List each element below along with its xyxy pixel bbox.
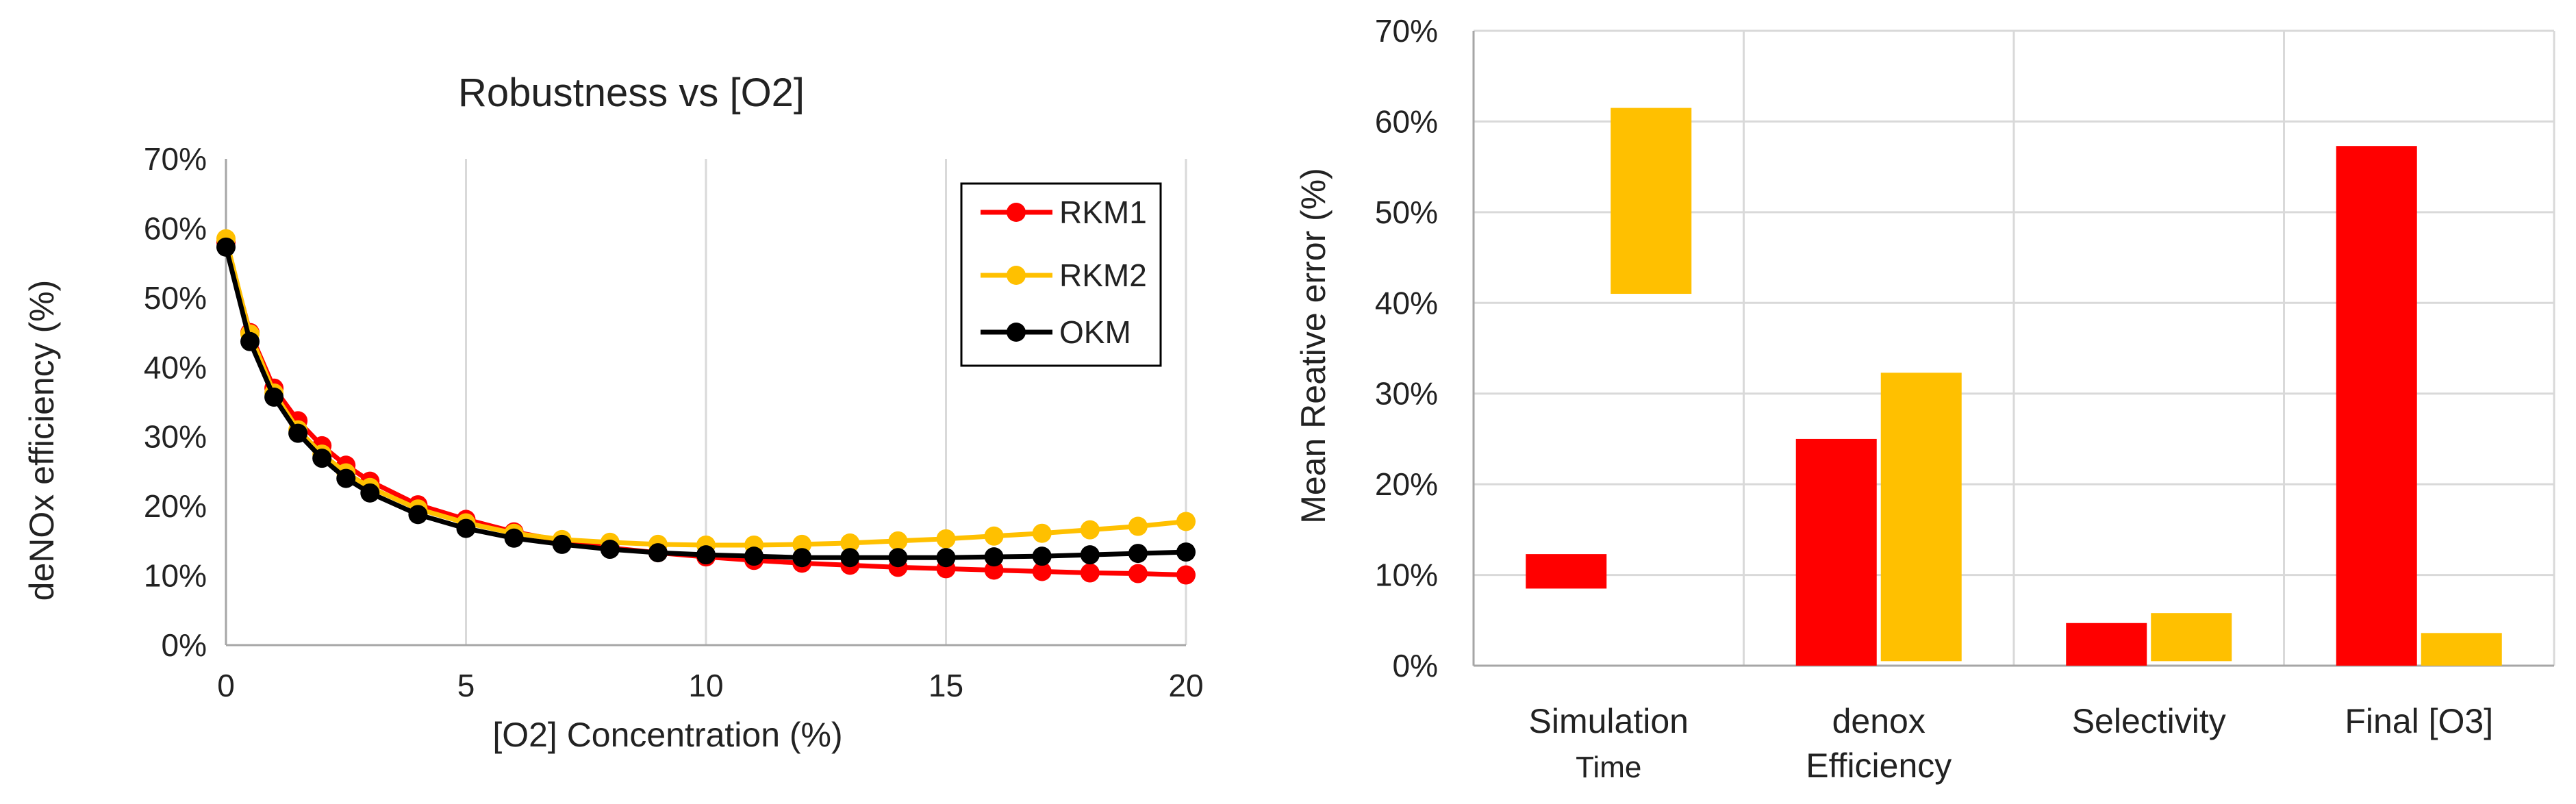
line-chart-x-tick-label: 5 — [457, 668, 475, 703]
line-chart-y-tick-label: 50% — [144, 280, 207, 316]
line-chart-y-tick-label: 30% — [144, 419, 207, 455]
line-chart-x-tick-label: 20 — [1168, 668, 1203, 703]
line-chart-y-tick-label: 40% — [144, 349, 207, 385]
bar-rkm2 — [1611, 108, 1692, 294]
bar-rkm1 — [1795, 438, 1877, 666]
data-point-okm — [1032, 547, 1052, 566]
bar-chart-y-tick-label: 70% — [1375, 13, 1438, 49]
bar-rkm1 — [2336, 146, 2417, 666]
data-point-okm — [744, 547, 764, 566]
data-point-rkm2 — [840, 533, 860, 553]
data-point-okm — [600, 540, 620, 560]
line-chart-series — [216, 229, 1196, 585]
legend-label-okm: OKM — [1059, 314, 1131, 350]
line-chart-title: Robustness vs [O2] — [458, 71, 805, 115]
bar-chart-y-tick-label: 20% — [1375, 466, 1438, 502]
data-point-rkm1 — [984, 560, 1004, 580]
data-point-okm — [984, 547, 1004, 567]
data-point-okm — [1128, 544, 1148, 564]
legend-marker-okm — [1007, 323, 1026, 342]
legend-label-rkm1: RKM1 — [1059, 194, 1147, 230]
data-point-okm — [504, 528, 524, 548]
bar-chart-category-labels: Simulation Time denox Efficiency Selectivity… — [1529, 702, 2494, 785]
bar-rkm1 — [1526, 554, 1607, 589]
bar-chart-category-label: Time — [1576, 751, 1641, 784]
legend-item-okm: OKM — [981, 314, 1131, 350]
data-point-okm — [216, 237, 236, 257]
line-chart-legend: RKM1 RKM2 OKM — [960, 182, 1162, 367]
series-okm — [216, 237, 1196, 568]
line-chart-x-tick-label: 15 — [929, 668, 963, 703]
bar-chart-y-tick-label: 50% — [1375, 194, 1438, 230]
legend-label-rkm2: RKM2 — [1059, 257, 1147, 293]
data-point-rkm2 — [792, 534, 812, 554]
data-point-okm — [840, 548, 860, 568]
data-point-okm — [648, 543, 668, 563]
data-point-okm — [888, 548, 908, 568]
bar-chart-y-tick-label: 60% — [1375, 103, 1438, 139]
line-chart-x-tick-label: 0 — [217, 668, 235, 703]
bar-chart-category-label: Selectivity — [2072, 702, 2226, 740]
bar-chart-y-ticks: 0% 10% 20% 30% 40% 50% 60% 70% — [1375, 13, 1438, 683]
legend-marker-rkm2 — [1007, 266, 1026, 285]
data-point-okm — [312, 449, 332, 468]
line-chart: Robustness vs [O2] 0% 10% 20% 30% 40% 50% 60% 7… — [23, 71, 1204, 754]
bar-chart-y-tick-label: 0% — [1393, 648, 1438, 683]
bar-rkm2 — [2421, 633, 2502, 666]
data-point-okm — [552, 534, 572, 554]
line-chart-y-tick-label: 0% — [162, 627, 207, 663]
data-point-rkm2 — [888, 531, 908, 551]
bar-chart-y-axis-label: Mean Reative error (%) — [1294, 168, 1333, 524]
data-point-okm — [1080, 545, 1100, 565]
bar-chart-category-label: Efficiency — [1806, 746, 1952, 785]
line-chart-y-tick-label: 60% — [144, 210, 207, 246]
data-point-rkm2 — [1032, 523, 1052, 543]
bar-chart-category-label: denox — [1832, 702, 1925, 740]
legend-marker-rkm1 — [1007, 203, 1026, 222]
data-point-okm — [936, 548, 956, 568]
data-point-okm — [792, 548, 812, 568]
line-chart-y-ticks: 0% 10% 20% 30% 40% 50% 60% 70% — [144, 141, 207, 663]
data-point-rkm2 — [1080, 520, 1100, 540]
data-point-okm — [264, 387, 284, 407]
data-point-okm — [1176, 542, 1196, 562]
bar-chart-bars — [1526, 108, 2502, 666]
legend-item-rkm1: RKM1 — [981, 194, 1147, 230]
data-point-okm — [288, 423, 308, 443]
data-point-rkm1 — [1080, 563, 1100, 583]
bar-chart: 0% 10% 20% 30% 40% 50% 60% 70% Simulation Time de… — [1294, 13, 2555, 785]
line-chart-y-tick-label: 10% — [144, 558, 207, 594]
bar-rkm2 — [2151, 613, 2232, 662]
bar-rkm2 — [1880, 373, 1962, 662]
legend-item-rkm2: RKM2 — [981, 257, 1147, 293]
data-point-rkm1 — [1032, 562, 1052, 581]
data-point-okm — [240, 331, 260, 351]
data-point-okm — [456, 518, 476, 538]
bar-chart-category-label: Simulation — [1529, 702, 1689, 740]
bar-chart-y-tick-label: 30% — [1375, 376, 1438, 412]
data-point-rkm1 — [1176, 565, 1196, 585]
data-point-okm — [408, 505, 428, 525]
data-point-okm — [696, 545, 716, 565]
data-point-rkm2 — [936, 529, 956, 549]
data-point-okm — [360, 483, 380, 503]
line-chart-x-axis-label: [O2] Concentration (%) — [492, 716, 842, 754]
line-chart-y-tick-label: 70% — [144, 141, 207, 177]
bar-rkm1 — [2066, 623, 2147, 666]
line-chart-y-axis-label: deNOx efficiency (%) — [23, 280, 61, 601]
data-point-rkm1 — [1128, 564, 1148, 583]
data-point-rkm2 — [1128, 516, 1148, 536]
bar-chart-y-tick-label: 40% — [1375, 285, 1438, 321]
line-chart-x-ticks: 0 5 10 15 20 — [217, 668, 1203, 703]
line-chart-y-tick-label: 20% — [144, 488, 207, 524]
bar-chart-category-label: Final [O3] — [2345, 702, 2493, 740]
bar-chart-y-tick-label: 10% — [1375, 557, 1438, 593]
data-point-rkm2 — [1176, 512, 1196, 531]
data-point-rkm2 — [984, 526, 1004, 546]
line-chart-x-tick-label: 10 — [688, 668, 723, 703]
data-point-okm — [336, 468, 356, 488]
